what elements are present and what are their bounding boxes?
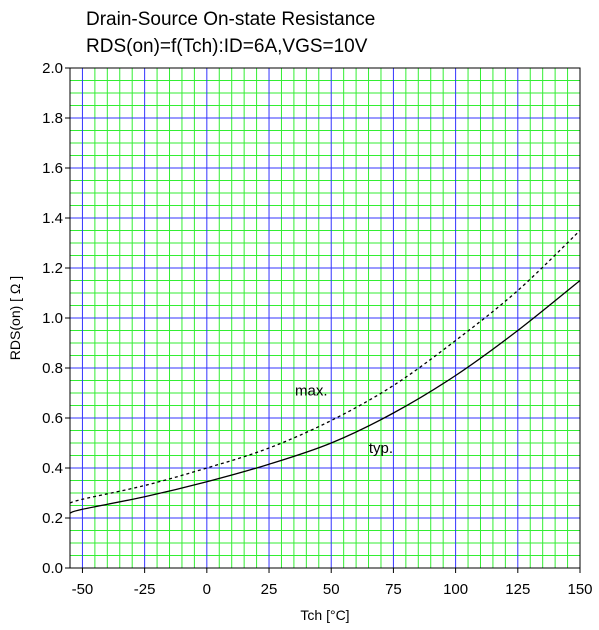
chart-title: Drain-Source On-state Resistance xyxy=(86,9,375,30)
y-tick-label: 0.8 xyxy=(42,360,63,377)
x-tick-label: 75 xyxy=(385,581,402,598)
x-tick-label: 0 xyxy=(203,581,211,598)
x-tick-label: 100 xyxy=(443,581,468,598)
y-axis-label: RDS(on) [ Ω ] xyxy=(7,276,23,360)
y-tick-label: 1.4 xyxy=(42,210,63,227)
curve-label: max. xyxy=(295,383,328,400)
x-tick-label: 150 xyxy=(567,581,592,598)
y-tick-label: 0.4 xyxy=(42,460,63,477)
x-tick-label: 25 xyxy=(261,581,278,598)
series-line-max xyxy=(69,230,581,504)
x-tick-label: -50 xyxy=(72,581,94,598)
series-line-typ xyxy=(69,279,581,514)
y-tick-label: 1.8 xyxy=(42,110,63,127)
x-axis-ticks: -50 -25 0 25 50 75 100 125 150 xyxy=(72,568,593,598)
y-tick-label: 2.0 xyxy=(42,60,63,77)
curve-labels: max. typ. xyxy=(295,383,393,458)
curve-label: typ. xyxy=(369,440,393,457)
chart-subtitle: RDS(on)=f(Tch):ID=6A,VGS=10V xyxy=(86,36,368,57)
y-tick-label: 0.6 xyxy=(42,410,63,427)
x-axis-label: Tch [°C] xyxy=(300,607,349,623)
x-tick-label: -25 xyxy=(134,581,156,598)
y-tick-label: 0.2 xyxy=(42,510,63,527)
y-tick-label: 1.6 xyxy=(42,160,63,177)
x-tick-label: 50 xyxy=(323,581,340,598)
series-lines xyxy=(69,230,581,514)
y-tick-label: 0.0 xyxy=(42,560,63,577)
y-tick-label: 1.2 xyxy=(42,260,63,277)
x-tick-label: 125 xyxy=(505,581,530,598)
y-axis-ticks: 0.0 0.2 0.4 0.6 0.8 1.0 1.2 1.4 1.6 1.8 2.0 xyxy=(42,60,70,577)
y-tick-label: 1.0 xyxy=(42,310,63,327)
